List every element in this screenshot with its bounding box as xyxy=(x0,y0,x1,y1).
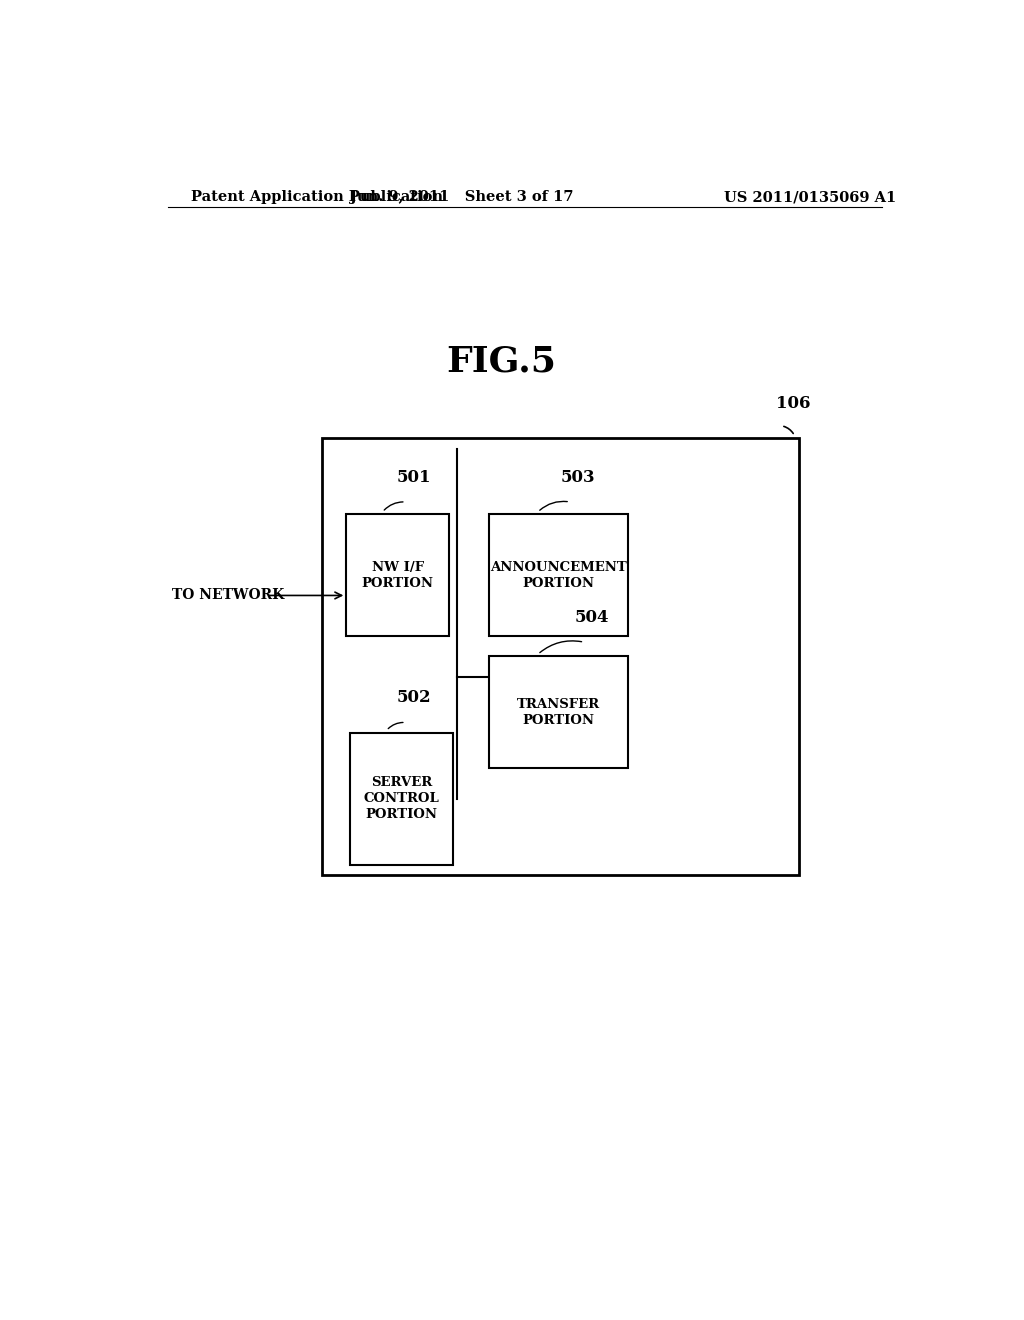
Text: SERVER
CONTROL
PORTION: SERVER CONTROL PORTION xyxy=(364,776,439,821)
Text: 503: 503 xyxy=(561,469,595,486)
Text: ANNOUNCEMENT
PORTION: ANNOUNCEMENT PORTION xyxy=(490,561,627,590)
Text: TO NETWORK: TO NETWORK xyxy=(172,589,284,602)
Bar xyxy=(489,513,628,636)
Text: US 2011/0135069 A1: US 2011/0135069 A1 xyxy=(724,190,897,205)
Text: 106: 106 xyxy=(776,396,810,412)
Text: Jun. 9, 2011   Sheet 3 of 17: Jun. 9, 2011 Sheet 3 of 17 xyxy=(349,190,573,205)
Bar xyxy=(346,513,450,636)
Text: 501: 501 xyxy=(396,469,431,486)
Text: Patent Application Publication: Patent Application Publication xyxy=(191,190,443,205)
Text: NW I/F
PORTION: NW I/F PORTION xyxy=(361,561,434,590)
Text: FIG.5: FIG.5 xyxy=(446,345,556,379)
Bar xyxy=(323,438,799,875)
Text: TRANSFER
PORTION: TRANSFER PORTION xyxy=(517,698,600,727)
Bar xyxy=(489,656,628,768)
Text: 504: 504 xyxy=(575,609,609,626)
Text: 502: 502 xyxy=(396,689,431,706)
Bar xyxy=(350,733,454,865)
